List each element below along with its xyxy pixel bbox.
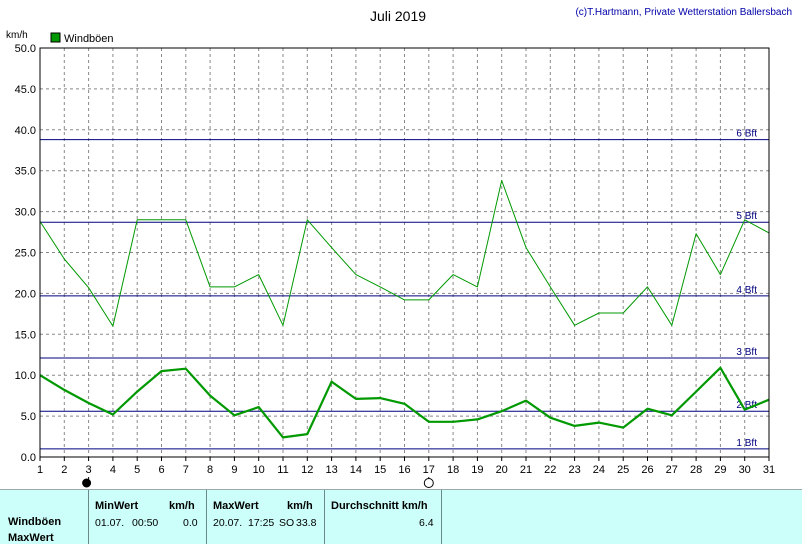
x-tick-label: 8	[207, 464, 213, 476]
plot-frame	[39, 47, 770, 458]
max-time: 17:25	[248, 517, 275, 529]
x-tick-label: 29	[714, 464, 726, 476]
y-tick-label: 25.0	[15, 248, 36, 260]
beaufort-label: 1 Bft	[736, 438, 757, 449]
wind-gust-chart: 1 Bft 2 Bft 3 Bft 4 Bft 5 Bft 6 Bft 0.0 5.0 10.…	[6, 7, 792, 488]
y-tick-label: 20.0	[15, 288, 36, 300]
x-tick-label: 6	[158, 464, 164, 476]
min-unit: km/h	[169, 500, 195, 512]
beaufort-label: 2 Bft	[736, 400, 757, 411]
x-tick-label: 2	[61, 464, 67, 476]
y-tick-label: 35.0	[15, 166, 36, 178]
x-tick-label: 11	[277, 464, 288, 476]
max-value: 33.8	[296, 517, 317, 529]
x-tick-label: 16	[398, 464, 410, 476]
avg-header: Durchschnitt km/h	[331, 500, 428, 512]
x-tick-label: 28	[690, 464, 702, 476]
x-tick-labels: 1 2 3 4 5 6 7 8 9 10 11 12 13 14 15 16 17 18 19 20 21 22 23 24 2…	[37, 457, 775, 476]
x-tick-label: 3	[86, 464, 92, 476]
y-axis-unit: km/h	[6, 30, 28, 41]
avg-cell: Durchschnitt km/h 6.4	[324, 490, 442, 544]
stats-panel: Windböen MaxWert MinWert km/h 01.07. 00:…	[0, 489, 802, 544]
y-tick-label: 15.0	[15, 329, 36, 341]
y-tick-label: 5.0	[21, 411, 36, 423]
beaufort-label: 5 Bft	[736, 211, 757, 222]
max-date: 20.07.	[213, 517, 243, 529]
legend-label: Windböen	[64, 33, 114, 45]
legend-swatch	[50, 32, 61, 43]
y-tick-label: 0.0	[21, 452, 36, 464]
min-header: MinWert	[95, 500, 139, 512]
max-direction: SO	[279, 517, 295, 529]
min-time: 00:50	[132, 517, 159, 529]
row-label-windboeen: Windböen	[8, 516, 62, 528]
y-tick-label: 10.0	[15, 370, 36, 382]
y-tick-label: 45.0	[15, 84, 36, 96]
new-moon-icon	[82, 478, 92, 488]
x-tick-label: 7	[183, 464, 189, 476]
series-line-thin	[39, 180, 770, 327]
beaufort-label: 4 Bft	[736, 285, 757, 296]
x-tick-label: 21	[520, 464, 532, 476]
x-tick-label: 19	[471, 464, 483, 476]
x-tick-label: 12	[301, 464, 313, 476]
x-tick-label: 25	[617, 464, 629, 476]
x-tick-label: 5	[134, 464, 140, 476]
chart-title: Juli 2019	[370, 8, 426, 24]
beaufort-label: 3 Bft	[736, 347, 757, 358]
x-tick-label: 10	[253, 464, 265, 476]
x-tick-label: 18	[447, 464, 459, 476]
moon-markers	[82, 477, 434, 488]
x-tick-label: 23	[568, 464, 580, 476]
x-tick-label: 31	[763, 464, 775, 476]
x-tick-label: 27	[666, 464, 678, 476]
x-tick-label: 20	[496, 464, 508, 476]
x-tick-label: 9	[231, 464, 237, 476]
min-value: 0.0	[183, 517, 198, 529]
x-tick-label: 30	[739, 464, 751, 476]
y-tick-label: 40.0	[15, 125, 36, 137]
x-tick-label: 26	[641, 464, 653, 476]
full-moon-icon	[423, 478, 434, 488]
max-cell: MaxWert km/h 20.07. 17:25 SO 33.8	[206, 490, 325, 544]
max-header: MaxWert	[213, 500, 259, 512]
y-tick-label: 30.0	[15, 207, 36, 219]
y-tick-labels: 0.0 5.0 10.0 15.0 20.0 25.0 30.0 35.0 40.0 45.0 50…	[15, 43, 36, 464]
x-tick-label: 17	[423, 464, 435, 476]
x-tick-label: 14	[350, 464, 362, 476]
credit-text: (c)T.Hartmann, Private Wetterstation Bal…	[575, 7, 792, 18]
min-cell: MinWert km/h 01.07. 00:50 0.0	[88, 490, 207, 544]
beaufort-label: 6 Bft	[736, 129, 757, 140]
series-lines	[39, 180, 770, 439]
avg-value: 6.4	[419, 517, 434, 529]
grid-lines	[40, 48, 769, 457]
max-unit: km/h	[287, 500, 313, 512]
row-label-maxwert: MaxWert	[8, 532, 54, 544]
min-date: 01.07.	[95, 517, 125, 529]
x-tick-label: 15	[374, 464, 386, 476]
x-tick-label: 13	[325, 464, 337, 476]
x-tick-label: 1	[37, 464, 43, 476]
x-tick-label: 4	[110, 464, 116, 476]
x-tick-label: 24	[593, 464, 605, 476]
series-line-thick	[39, 366, 770, 439]
beaufort-lines: 1 Bft 2 Bft 3 Bft 4 Bft 5 Bft 6 Bft	[40, 129, 769, 450]
x-tick-label: 22	[544, 464, 556, 476]
y-tick-label: 50.0	[15, 43, 36, 55]
